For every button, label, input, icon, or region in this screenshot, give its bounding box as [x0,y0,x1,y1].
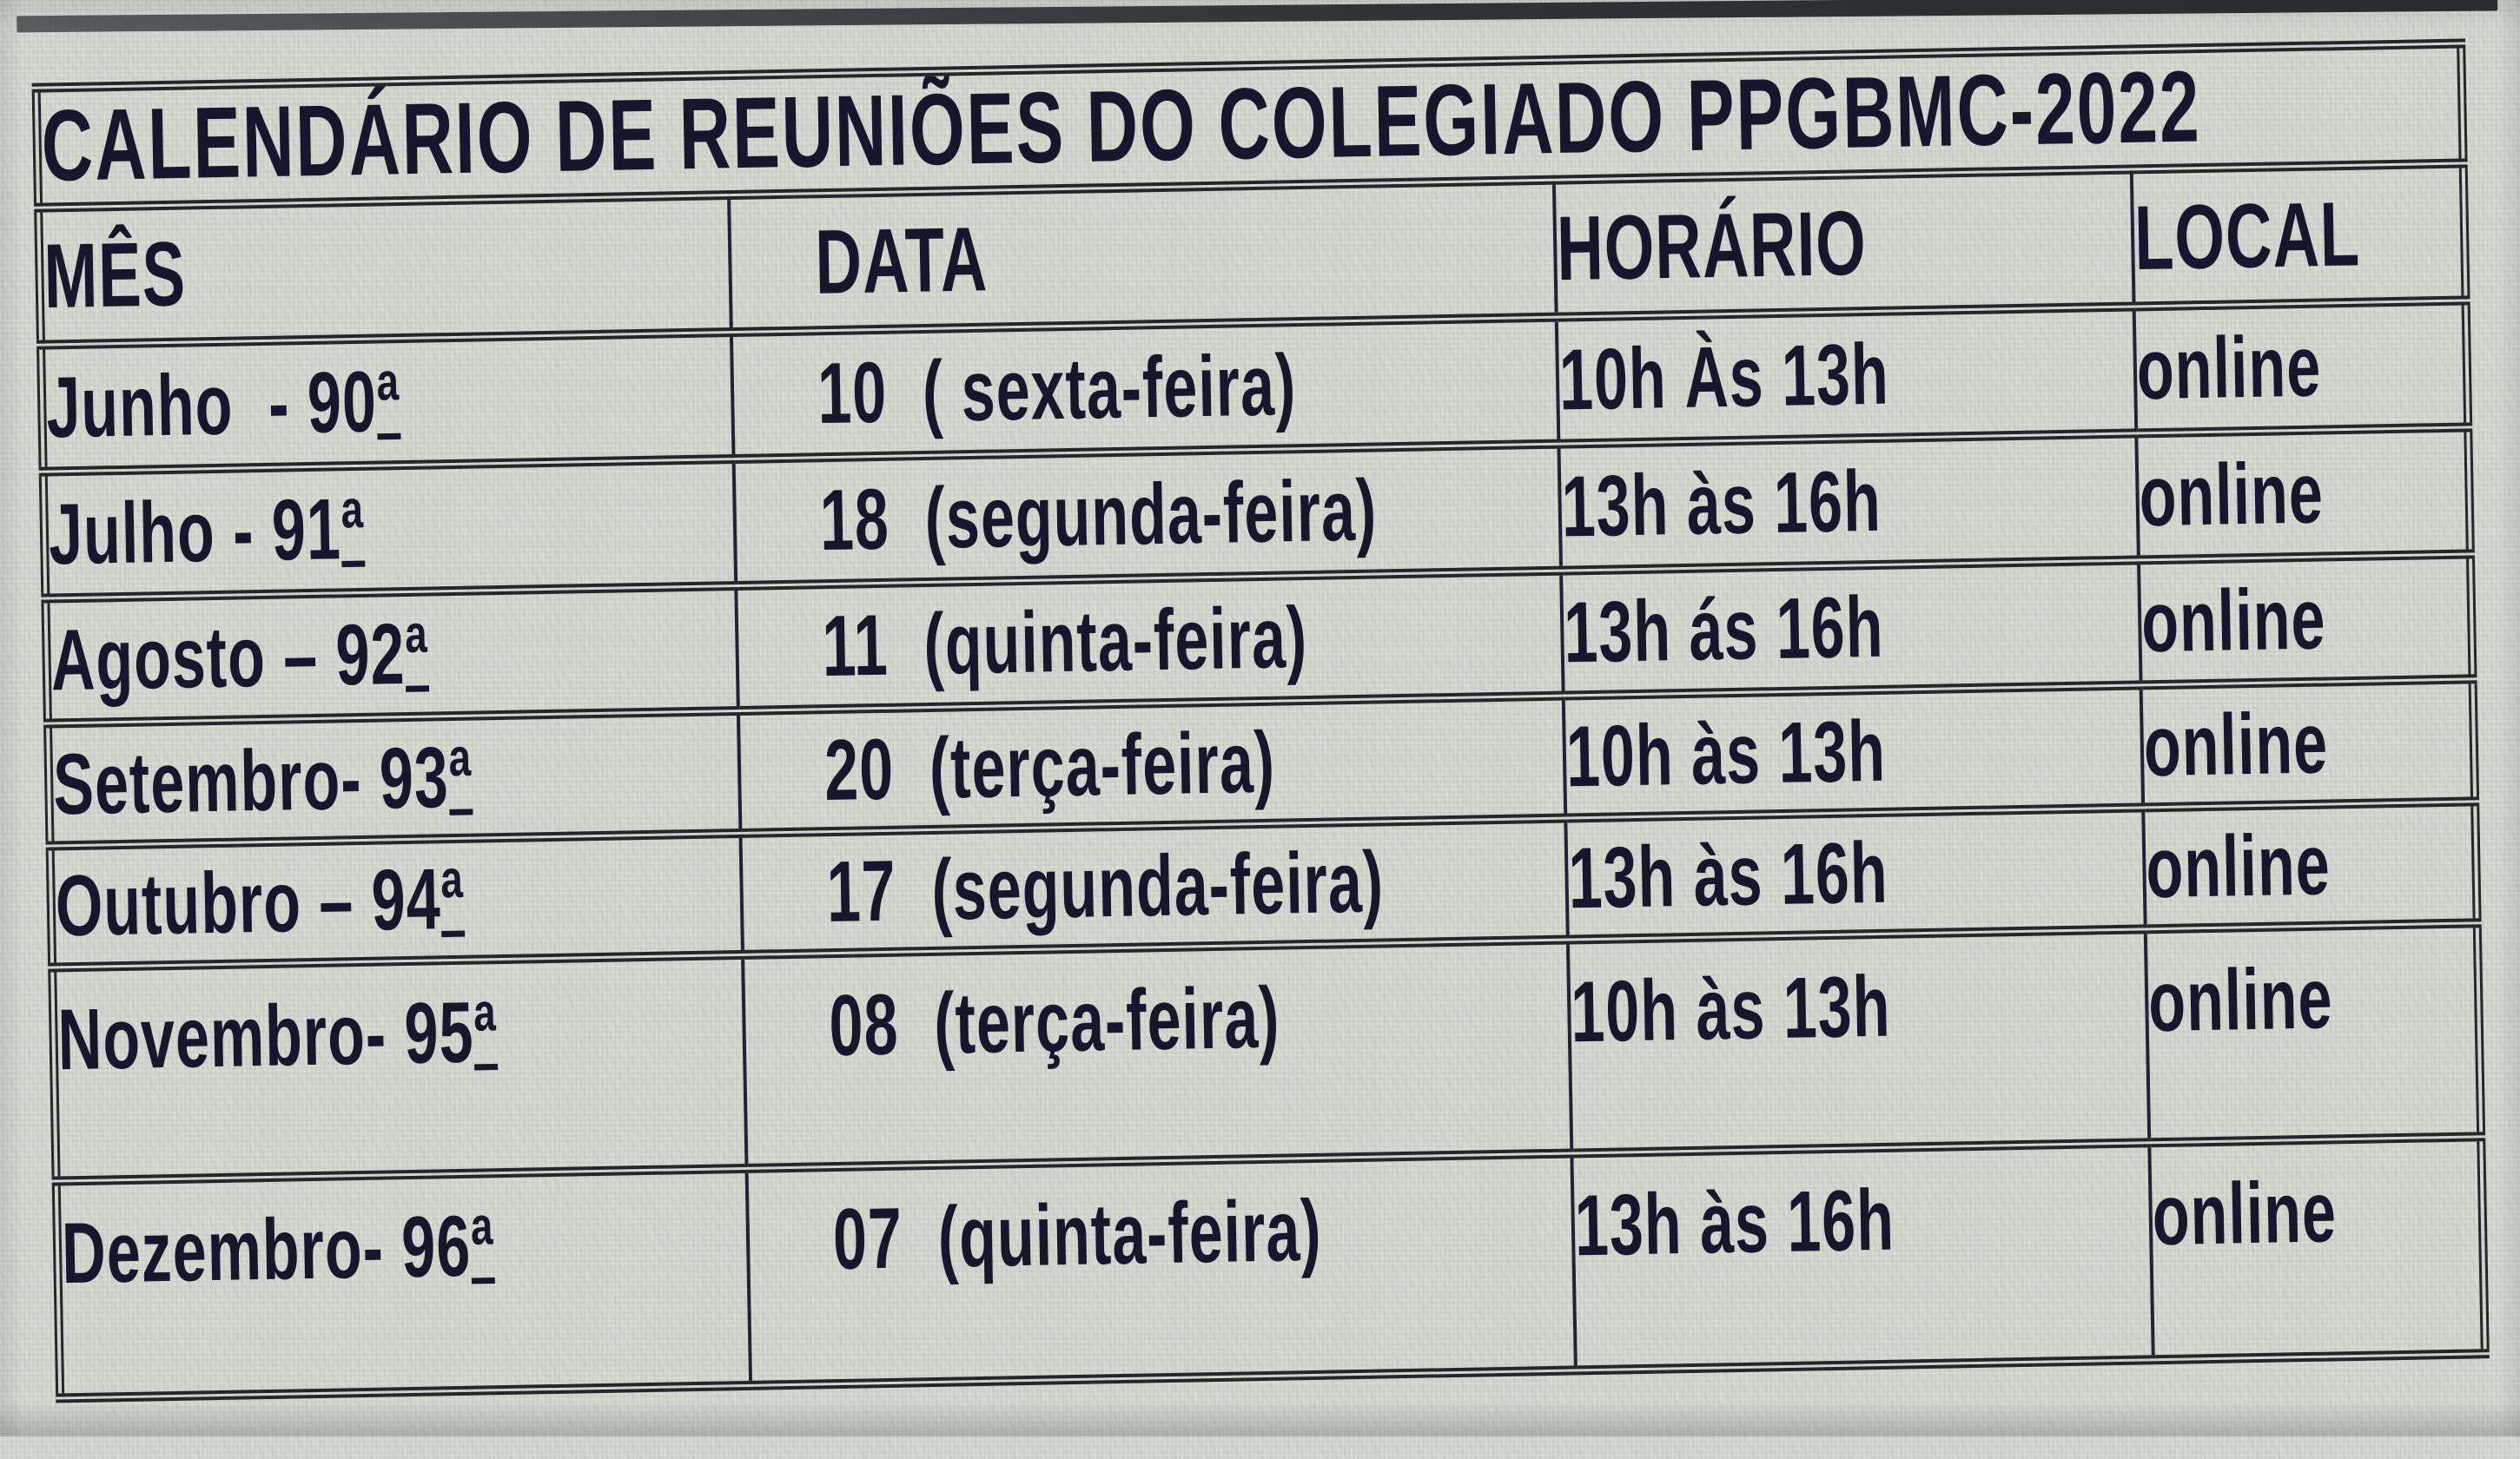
column-header-data: DATA [728,180,1557,333]
time-cell: 13h às 16h [1558,432,2139,571]
time-text: 10h Às 13h [1558,326,1890,428]
top-divider-line [17,0,2498,33]
month-text: Setembro- 93ª [52,728,473,833]
column-header-local-label: LOCAL [2133,182,2362,289]
month-text: Julho - 91ª [47,480,366,583]
time-cell: 10h Às 13h [1556,306,2137,445]
place-text: online [2147,949,2334,1050]
ordinal-indicator: ª [440,850,466,947]
place-text: online [2142,694,2329,795]
time-text: 10h às 13h [1570,958,1892,1060]
time-cell: 13h ás 16h [1561,559,2141,696]
time-text: 13h ás 16h [1563,578,1885,681]
ordinal-indicator: ª [404,604,430,703]
place-cell: online [2133,300,2469,433]
place-cell: online [2149,1136,2485,1360]
time-text: 13h às 16h [1567,824,1889,927]
date-cell: 17 (segunda-feira) [740,818,1568,955]
meeting-calendar-table: CALENDÁRIO DE REUNIÕES DO COLEGIADO PPGB… [31,38,2490,1403]
place-cell: online [2138,553,2473,685]
place-cell: online [2140,678,2476,808]
date-cell: 20 (terça-feira) [737,696,1566,834]
time-text: 10h às 13h [1564,702,1887,805]
table-row-novembro: Novembro- 95ª 08 (terça-feira) 10h às 13… [52,922,2482,1181]
date-text: 20 (terça-feira) [823,713,1276,818]
time-cell: 13h às 16h [1565,807,2146,941]
place-text: online [2151,1163,2338,1264]
ordinal-indicator: ª [473,983,499,1080]
time-cell: 10h às 13h [1563,684,2144,819]
date-cell: 10 ( sexta-feira) [731,317,1559,459]
month-cell: Novembro- 95ª [52,954,747,1181]
ordinal-indicator: ª [447,728,473,825]
place-cell: online [2143,801,2477,929]
month-cell: Setembro- 93ª [48,710,741,847]
month-cell: Julho - 91ª [43,459,737,599]
month-text: Dezembro- 96ª [61,1197,496,1302]
place-text: online [2140,570,2327,670]
place-text: online [2135,317,2323,418]
ordinal-indicator: ª [340,480,366,578]
month-cell: Outubro – 94ª [50,833,744,968]
column-header-mes-label: MÊS [43,221,187,327]
place-text: online [2145,815,2331,916]
month-text: Outubro – 94ª [54,850,466,954]
place-cell: online [2136,426,2470,560]
ordinal-indicator: ª [375,353,401,450]
time-text: 13h às 16h [1573,1172,1895,1274]
time-cell: 10h às 13h [1567,928,2150,1153]
column-header-horario: HORÁRIO [1553,169,2134,318]
column-header-mes: MÊS [38,195,731,346]
date-cell: 08 (terça-feira) [743,940,1572,1169]
date-text: 18 (segunda-feira) [818,461,1379,569]
month-cell: Dezembro- 96ª [56,1168,751,1398]
date-text: 17 (segunda-feira) [825,833,1386,941]
date-cell: 07 (quinta-feira) [746,1152,1576,1386]
date-text: 08 (terça-feira) [828,969,1281,1074]
date-cell: 11 (quinta-feira) [736,571,1564,711]
table-row-dezembro: Dezembro- 96ª 07 (quinta-feira) 13h às 1… [56,1136,2485,1398]
date-text: 10 ( sexta-feira) [817,336,1298,442]
place-cell: online [2145,922,2482,1143]
date-text: 07 (quinta-feira) [832,1182,1323,1288]
column-header-horario-label: HORÁRIO [1556,191,1868,300]
time-cell: 13h às 16h [1571,1142,2153,1370]
month-text: Agosto – 92ª [50,604,430,709]
month-text: Novembro- 95ª [56,983,499,1088]
date-cell: 18 (segunda-feira) [733,444,1562,586]
column-header-data-label: DATA [814,207,989,314]
month-cell: Junho - 90ª [41,332,734,472]
place-text: online [2138,444,2325,545]
column-header-local: LOCAL [2131,163,2466,307]
month-cell: Agosto – 92ª [45,585,738,724]
month-text: Junho - 90ª [45,353,401,456]
ordinal-indicator: ª [470,1197,496,1294]
date-text: 11 (quinta-feira) [821,589,1309,695]
time-text: 13h às 16h [1560,452,1882,555]
